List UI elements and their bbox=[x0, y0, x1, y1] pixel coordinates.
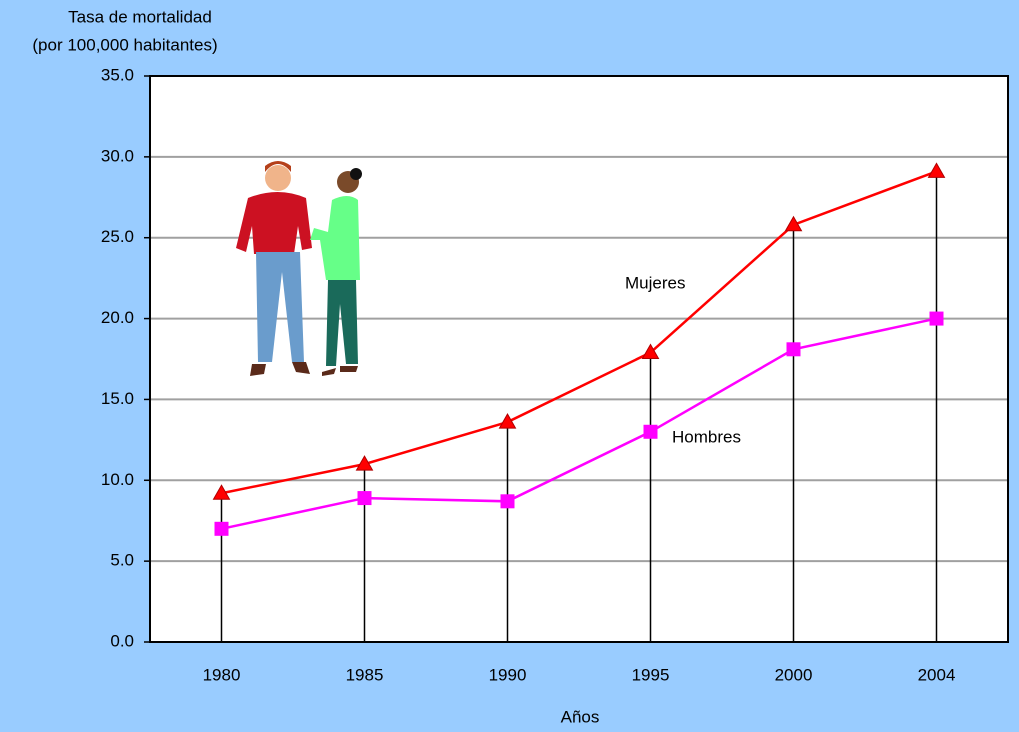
y-tick-label: 0.0 bbox=[110, 631, 134, 650]
point-marker bbox=[358, 491, 372, 505]
y-tick-label: 15.0 bbox=[101, 389, 134, 408]
point-marker bbox=[930, 312, 944, 326]
y-tick-label: 35.0 bbox=[101, 65, 134, 84]
x-tick-label: 1995 bbox=[632, 665, 670, 684]
point-marker bbox=[501, 494, 515, 508]
x-axis-label: Años bbox=[561, 707, 600, 726]
y-tick-label: 20.0 bbox=[101, 308, 134, 327]
series-label: Hombres bbox=[672, 427, 741, 446]
x-tick-label: 1980 bbox=[203, 665, 241, 684]
y-tick-label: 30.0 bbox=[101, 146, 134, 165]
page: Tasa de mortalidad (por 100,000 habitant… bbox=[0, 0, 1019, 732]
series-label: Mujeres bbox=[625, 273, 685, 292]
point-marker bbox=[644, 425, 658, 439]
x-tick-label: 1985 bbox=[346, 665, 384, 684]
y-axis-label: (por 100,000 habitantes) bbox=[32, 35, 217, 54]
y-tick-label: 10.0 bbox=[101, 470, 134, 489]
x-tick-label: 2000 bbox=[775, 665, 813, 684]
chart: Tasa de mortalidad (por 100,000 habitant… bbox=[0, 0, 1019, 732]
y-tick-label: 5.0 bbox=[110, 551, 134, 570]
point-marker bbox=[787, 342, 801, 356]
y-tick-label: 25.0 bbox=[101, 227, 134, 246]
point-marker bbox=[215, 522, 229, 536]
x-tick-label: 2004 bbox=[918, 665, 956, 684]
x-tick-label: 1990 bbox=[489, 665, 527, 684]
plot-area bbox=[150, 76, 1008, 642]
y-axis-label: Tasa de mortalidad bbox=[68, 7, 212, 26]
